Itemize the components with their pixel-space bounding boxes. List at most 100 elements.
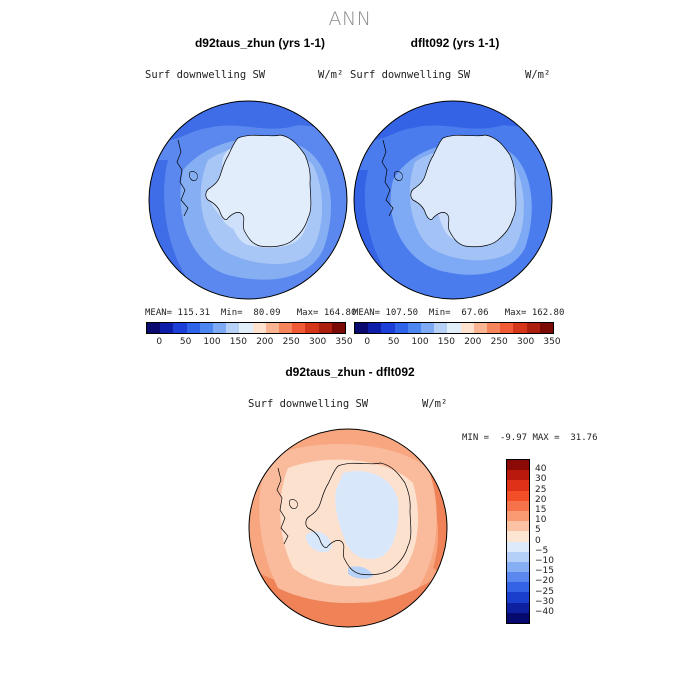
panel-1-min: 80.09 bbox=[253, 308, 281, 318]
colorbar-tick-label: 200 bbox=[256, 337, 274, 347]
colorbar-tick-label: 150 bbox=[437, 337, 455, 347]
colorbar-swatch bbox=[513, 323, 527, 333]
colorbar-tick-label: 100 bbox=[411, 337, 429, 347]
colorbar-swatch bbox=[507, 572, 529, 583]
colorbar-swatch bbox=[507, 612, 529, 623]
colorbar-swatch bbox=[226, 323, 240, 333]
colorbar-swatch bbox=[507, 480, 529, 491]
min-label: MIN = bbox=[462, 433, 490, 443]
colorbar-tick-label: 50 bbox=[387, 337, 400, 347]
panel-2-title: dflt092 (yrs 1-1) bbox=[410, 36, 500, 50]
colorbar-swatch bbox=[507, 582, 529, 593]
colorbar-swatch bbox=[507, 541, 529, 552]
colorbar-tick-label: −30 bbox=[535, 596, 554, 607]
colorbar-swatch bbox=[507, 510, 529, 522]
colorbar-tick-label: 150 bbox=[229, 337, 247, 347]
colorbar-tick-label: 20 bbox=[535, 494, 547, 505]
colorbar-tick-label: −15 bbox=[535, 566, 554, 577]
colorbar-swatch bbox=[331, 323, 346, 333]
colorbar-swatch bbox=[507, 592, 529, 603]
colorbar-tick-label: 0 bbox=[535, 535, 541, 546]
colorbar-tick-label: 40 bbox=[535, 464, 547, 475]
colorbar-swatch bbox=[279, 323, 293, 333]
colorbar-swatch bbox=[447, 323, 461, 333]
colorbar-swatch bbox=[381, 323, 395, 333]
colorbar-tick-label: 250 bbox=[282, 337, 300, 347]
colorbar-tick-label: 0 bbox=[364, 337, 371, 347]
colorbar-swatch bbox=[487, 323, 501, 333]
panel-2-min: 67.06 bbox=[461, 308, 489, 318]
colorbar-tick-label: 200 bbox=[464, 337, 482, 347]
diff-max: 31.76 bbox=[570, 433, 598, 443]
colorbar-swatch bbox=[239, 323, 253, 333]
min-label: Min= bbox=[428, 308, 451, 318]
colorbar-swatch bbox=[507, 551, 529, 562]
colorbar-swatch bbox=[507, 490, 529, 501]
panel-1-units-label: W/m² bbox=[318, 69, 344, 81]
panel-2-units-label: W/m² bbox=[525, 69, 551, 81]
colorbar-swatch bbox=[186, 323, 200, 333]
colorbar-swatch bbox=[265, 323, 280, 333]
colorbar-tick-label: 25 bbox=[535, 484, 547, 495]
panel-1-max: 164.80 bbox=[323, 308, 357, 318]
colorbar-swatch bbox=[147, 323, 161, 333]
colorbar-tick-label: 30 bbox=[535, 474, 547, 485]
panel-1-map bbox=[148, 100, 348, 300]
colorbar-swatch bbox=[213, 323, 227, 333]
diff-colorbar bbox=[506, 459, 530, 624]
colorbar-tick-label: 10 bbox=[535, 515, 547, 526]
colorbar-tick-label: 250 bbox=[490, 337, 508, 347]
panel-1-stats: MEAN= 115.31 Min= 80.09 Max= 164.80 bbox=[145, 308, 356, 318]
colorbar-swatch bbox=[407, 323, 422, 333]
colorbar-swatch bbox=[318, 323, 332, 333]
colorbar-swatch bbox=[305, 323, 319, 333]
colorbar-tick-label: −20 bbox=[535, 576, 554, 587]
colorbar-tick-label: −10 bbox=[535, 556, 554, 566]
colorbar-swatch bbox=[394, 323, 408, 333]
panel-2-colorbar-ticks: 0 50 100 150 200 250 300 350 bbox=[354, 337, 560, 349]
panel-2-colorbar bbox=[354, 322, 554, 334]
diff-panel-variable-label: Surf downwelling SW bbox=[248, 398, 369, 410]
colorbar-tick-label: 5 bbox=[535, 525, 541, 536]
min-label: Min= bbox=[220, 308, 243, 318]
colorbar-swatch bbox=[539, 323, 554, 333]
colorbar-swatch bbox=[507, 521, 529, 532]
panel-1-colorbar-ticks: 0 50 100 150 200 250 300 350 bbox=[146, 337, 352, 349]
mean-label: MEAN= bbox=[145, 308, 173, 318]
diff-panel-stats: MIN = -9.97 MAX = 31.76 bbox=[462, 433, 597, 443]
mean-label: MEAN= bbox=[353, 308, 381, 318]
colorbar-tick-label: 350 bbox=[335, 337, 353, 347]
panel-1-title: d92taus_zhun (yrs 1-1) bbox=[194, 36, 326, 50]
colorbar-tick-label: 300 bbox=[517, 337, 535, 347]
max-label: MAX = bbox=[532, 433, 560, 443]
panel-2-variable-label: Surf downwelling SW bbox=[350, 69, 471, 81]
diff-panel-units-label: W/m² bbox=[422, 398, 448, 410]
max-label: Max= bbox=[296, 308, 319, 318]
panel-1-variable-label: Surf downwelling SW bbox=[145, 69, 266, 81]
colorbar-tick-label: 15 bbox=[535, 505, 547, 515]
colorbar-tick-label: 0 bbox=[156, 337, 163, 347]
panel-2-map bbox=[353, 100, 553, 300]
colorbar-swatch bbox=[355, 323, 369, 333]
diff-panel-title: d92taus_zhun - dflt092 bbox=[285, 365, 415, 379]
colorbar-swatch bbox=[507, 602, 529, 613]
panel-1-colorbar bbox=[146, 322, 346, 334]
colorbar-swatch bbox=[460, 323, 474, 333]
colorbar-swatch bbox=[507, 470, 529, 481]
colorbar-tick-label: 100 bbox=[203, 337, 221, 347]
colorbar-swatch bbox=[292, 323, 306, 333]
colorbar-swatch bbox=[421, 323, 435, 333]
colorbar-swatch bbox=[173, 323, 187, 333]
colorbar-swatch bbox=[526, 323, 540, 333]
colorbar-swatch bbox=[507, 500, 529, 511]
colorbar-swatch bbox=[160, 323, 174, 333]
colorbar-swatch bbox=[473, 323, 488, 333]
colorbar-swatch bbox=[500, 323, 514, 333]
colorbar-swatch bbox=[252, 323, 266, 333]
panel-1-mean: 115.31 bbox=[177, 308, 211, 318]
panel-2-mean: 107.50 bbox=[385, 308, 419, 318]
colorbar-tick-label: −40 bbox=[535, 607, 554, 617]
colorbar-tick-label: 300 bbox=[309, 337, 327, 347]
colorbar-tick-label: −5 bbox=[535, 545, 549, 556]
colorbar-tick-label: −25 bbox=[535, 586, 554, 597]
